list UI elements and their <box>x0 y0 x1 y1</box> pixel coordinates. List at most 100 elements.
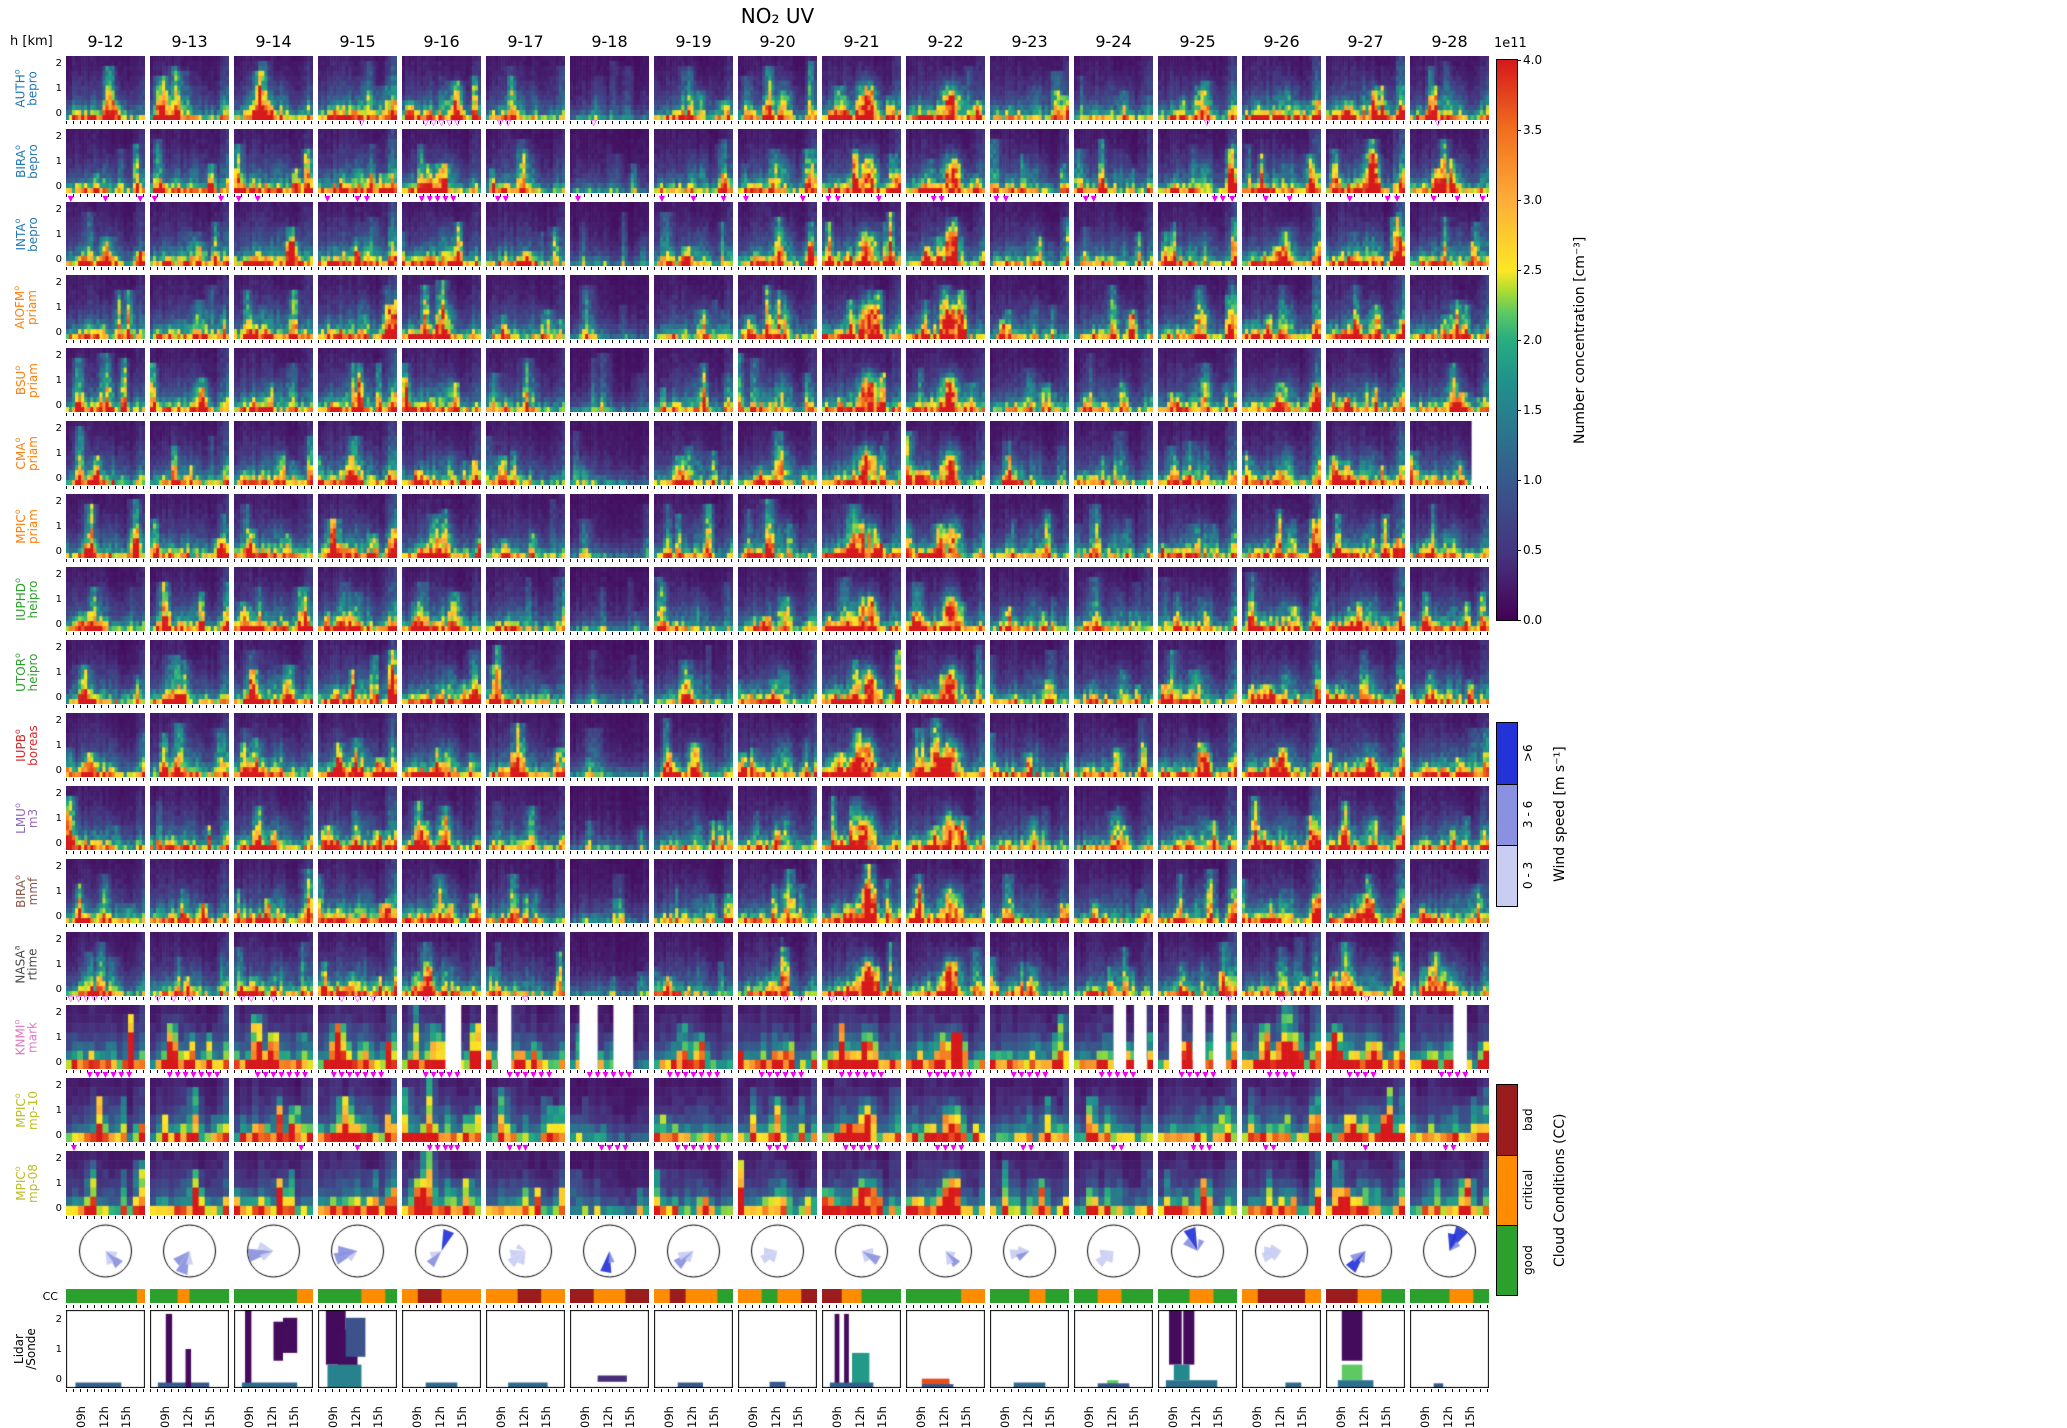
heatmap-panel <box>822 1005 901 1069</box>
x-axis-tick-marks <box>654 705 733 708</box>
quality-flag-marker: ▼ <box>354 1070 361 1079</box>
h-axis-label: h [km] <box>10 34 53 49</box>
quality-flag-marker: ▼ <box>324 194 331 203</box>
column-header: 9-23 <box>1011 32 1048 51</box>
x-axis-tick-marks <box>486 705 565 708</box>
time-axis-label: 15h <box>455 1406 470 1428</box>
heatmap-panel <box>570 56 649 120</box>
x-axis-tick-marks <box>1074 340 1153 343</box>
x-axis-tick-marks <box>66 997 145 1000</box>
row-algo: heipro <box>25 653 40 691</box>
heatmap-panel <box>234 1005 313 1069</box>
heatmap-panel <box>822 567 901 631</box>
heatmap-panel <box>66 129 145 193</box>
lidar-sonde-panel <box>150 1310 229 1388</box>
x-axis-tick-marks <box>66 1070 145 1073</box>
heatmap-panel <box>1074 421 1153 485</box>
x-axis-tick-marks <box>1326 632 1405 635</box>
heatmap-panel <box>1326 786 1405 850</box>
x-axis-tick-marks <box>486 632 565 635</box>
x-axis-tick-marks <box>654 340 733 343</box>
x-axis-tick-marks <box>1410 632 1489 635</box>
x-axis-tick-marks <box>906 1070 985 1073</box>
heatmap-panel <box>1242 1151 1321 1215</box>
heatmap-panel <box>1074 129 1153 193</box>
x-axis-tick-marks <box>1158 632 1237 635</box>
x-axis-tick-marks <box>150 194 229 197</box>
quality-flag-marker: ▼ <box>1229 194 1236 203</box>
quality-flag-marker: ▽ <box>454 118 461 127</box>
cloud-conditions-strip <box>1242 1289 1321 1303</box>
heatmap-panel <box>906 56 985 120</box>
x-axis-tick-marks <box>1074 486 1153 489</box>
time-axis-label: 09h <box>746 1406 760 1428</box>
lidar-sonde-panel <box>822 1310 901 1388</box>
x-axis-tick-marks <box>1242 778 1321 781</box>
heatmap-panel <box>906 1151 985 1215</box>
cloud-conditions-strip <box>906 1289 985 1303</box>
row-algo: mmf <box>25 877 40 905</box>
time-axis-label: 15h <box>707 1406 722 1428</box>
column-header: 9-18 <box>591 32 628 51</box>
x-axis-tick-marks <box>1410 1070 1489 1073</box>
x-axis-tick-marks <box>570 778 649 781</box>
time-axis-label: 12h <box>768 1406 783 1428</box>
quality-flag-marker: ▼ <box>698 1070 705 1079</box>
cloud-conditions-strip <box>150 1289 229 1303</box>
quality-flag-marker: ▽ <box>446 118 453 127</box>
cc-tick-marks <box>234 1305 313 1308</box>
quality-flag-marker: ▼ <box>1290 1070 1297 1079</box>
heatmap-panel <box>486 56 565 120</box>
cloud-conditions-strip <box>1326 1289 1405 1303</box>
lidar-sonde-panel <box>1410 1310 1489 1388</box>
quality-flag-marker: ▼ <box>720 194 727 203</box>
lidar-row-label: Lidar /Sonde <box>0 1310 50 1388</box>
x-axis-tick-marks <box>822 997 901 1000</box>
quality-flag-marker: ▼ <box>67 194 74 203</box>
x-axis-tick-marks <box>1074 267 1153 270</box>
wind-rose <box>822 1222 901 1280</box>
time-axis-label: 15h <box>791 1406 806 1428</box>
time-axis-label: 15h <box>1463 1406 1478 1428</box>
row-algo: priam <box>25 435 40 471</box>
x-axis-tick-marks <box>318 924 397 927</box>
heatmap-panel <box>906 348 985 412</box>
time-axis-label: 15h <box>203 1406 218 1428</box>
row-label-iuphd-heipro: IUPHDo heipro <box>0 563 50 635</box>
quality-flag-marker: ▽ <box>358 118 365 127</box>
x-axis-tick-marks <box>654 632 733 635</box>
x-axis-tick-marks <box>150 340 229 343</box>
row-algo: priam <box>25 508 40 544</box>
x-axis-tick-marks <box>318 705 397 708</box>
heatmap-panel <box>66 786 145 850</box>
x-axis-tick-marks <box>318 267 397 270</box>
quality-flag-marker: ▼ <box>338 1070 345 1079</box>
x-axis-tick-marks <box>1242 924 1321 927</box>
quality-flag-marker: ▼ <box>450 194 457 203</box>
row-institute: IUPBo <box>12 728 28 762</box>
cc-tick-marks <box>66 1305 145 1308</box>
x-axis-tick-marks <box>486 559 565 562</box>
column-header: 9-28 <box>1431 32 1468 51</box>
time-axis-label: 09h <box>410 1406 424 1428</box>
x-axis-tick-marks <box>486 924 565 927</box>
heatmap-panel <box>1074 786 1153 850</box>
x-axis-tick-marks <box>906 559 985 562</box>
x-axis-tick-marks <box>402 924 481 927</box>
row-algo: m3 <box>25 808 40 828</box>
row-label-mpic-mp-08: MPICo mp-08 <box>0 1147 50 1219</box>
x-axis-tick-marks <box>738 267 817 270</box>
heatmap-panel <box>738 494 817 558</box>
x-axis-tick-marks <box>822 778 901 781</box>
x-axis-tick-marks <box>570 1143 649 1146</box>
quality-flag-marker: ▼ <box>774 1143 781 1152</box>
quality-flag-marker: ▼ <box>190 1070 197 1079</box>
x-axis-tick-marks <box>822 632 901 635</box>
heatmap-panel <box>906 1078 985 1142</box>
heatmap-panel <box>318 494 397 558</box>
x-axis-tick-marks <box>1074 924 1153 927</box>
x-axis-tick-marks <box>1410 851 1489 854</box>
x-axis-tick-marks <box>486 194 565 197</box>
